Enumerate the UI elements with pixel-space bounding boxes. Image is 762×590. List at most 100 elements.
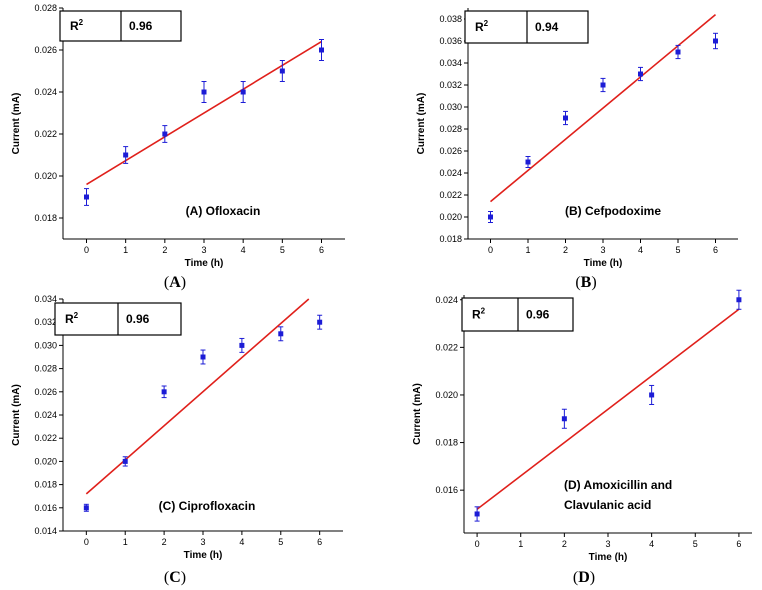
x-tick-label: 5: [675, 245, 680, 255]
y-tick-label: 0.018: [439, 234, 462, 244]
caption-open-paren: (: [164, 274, 169, 291]
r2-value: 0.96: [129, 19, 153, 33]
caption-close-paren: ): [590, 569, 595, 586]
x-tick-label: 5: [280, 245, 285, 255]
r2-superscript: 2: [481, 307, 486, 316]
data-point: [319, 47, 324, 53]
x-tick-label: 5: [693, 539, 698, 549]
r2-superscript: 2: [79, 18, 84, 27]
x-tick-label: 2: [162, 537, 167, 547]
data-point: [563, 115, 568, 121]
y-axis-label: Current (mA): [416, 93, 427, 155]
caption-open-paren: (: [164, 569, 169, 586]
x-tick-label: 3: [605, 539, 610, 549]
x-tick-label: 3: [200, 537, 205, 547]
y-tick-label: 0.022: [34, 129, 57, 139]
caption-letter: B: [581, 274, 592, 291]
x-tick-label: 5: [278, 537, 283, 547]
y-tick-label: 0.022: [439, 190, 462, 200]
x-tick-label: 0: [84, 245, 89, 255]
y-tick-label: 0.038: [439, 14, 462, 24]
caption-close-paren: ): [181, 274, 186, 291]
y-tick-label: 0.024: [34, 87, 57, 97]
caption-close-paren: ): [591, 274, 596, 291]
data-point: [200, 354, 206, 360]
panel-a: 0 1 2 3 4 5 6 0.018 0.020 0.022 0.024 0.026 0.028 Tim…: [11, 3, 345, 291]
x-tick-label: 4: [239, 537, 244, 547]
fit-line: [86, 40, 322, 186]
y-tick-label: 0.028: [34, 3, 57, 13]
data-point: [600, 82, 606, 88]
data-point: [279, 68, 285, 74]
y-tick-label: 0.024: [435, 295, 458, 305]
data-point: [638, 71, 643, 77]
y-tick-label: 0.024: [34, 410, 57, 420]
caption-letter: D: [578, 569, 590, 586]
x-tick-label: 1: [123, 537, 128, 547]
r2-value: 0.96: [526, 308, 550, 322]
data-point: [713, 38, 718, 44]
panel-caption: (C): [164, 569, 186, 586]
y-tick-label: 0.020: [34, 171, 57, 181]
x-tick-label: 3: [201, 245, 206, 255]
y-tick-label: 0.026: [439, 146, 462, 156]
caption-letter: A: [169, 274, 181, 291]
x-tick-label: 6: [736, 539, 741, 549]
r2-superscript: 2: [74, 311, 79, 320]
plot-label: Clavulanic acid: [564, 498, 651, 512]
caption-letter: C: [169, 569, 181, 586]
y-axis-label: Current (mA): [11, 384, 22, 446]
y-axis-label: Current (mA): [11, 93, 22, 155]
r2-value: 0.94: [535, 20, 559, 34]
x-tick-label: 2: [562, 539, 567, 549]
data-point: [649, 392, 655, 398]
x-tick-label: 2: [563, 245, 568, 255]
y-tick-label: 0.022: [435, 342, 458, 352]
data-point: [525, 159, 531, 165]
y-tick-label: 0.022: [34, 433, 57, 443]
y-axis-label: Current (mA): [412, 383, 423, 445]
y-tick-label: 0.026: [34, 45, 57, 55]
y-tick-label: 0.036: [439, 36, 462, 46]
panel-c: 0 1 2 3 4 5 6 0.014 0.016 0.018 0.020 0.022 0.024 0.0…: [11, 294, 343, 586]
r2-superscript: 2: [484, 19, 489, 28]
panel-b: 0 1 2 3 4 5 6 0.018 0.020 0.022 0.024 0.026 0.028 0.0…: [416, 8, 738, 291]
y-tick-label: 0.026: [34, 387, 57, 397]
data-point: [84, 194, 89, 200]
y-tick-label: 0.028: [439, 124, 462, 134]
data-point: [317, 319, 323, 325]
y-tick-label: 0.018: [435, 438, 458, 448]
plot-label: (D) Amoxicillin and: [564, 478, 672, 492]
x-axis-label: Time (h): [589, 552, 628, 563]
y-tick-label: 0.020: [34, 456, 57, 466]
y-tick-label: 0.034: [34, 294, 57, 304]
y-tick-label: 0.030: [34, 340, 57, 350]
data-point: [123, 152, 129, 158]
r2-value: 0.96: [126, 312, 150, 326]
x-tick-label: 2: [162, 245, 167, 255]
y-tick-label: 0.018: [34, 213, 57, 223]
panel-caption: (A): [164, 274, 186, 291]
x-tick-label: 6: [319, 245, 324, 255]
data-point: [122, 458, 128, 464]
plot-label: (A) Ofloxacin: [186, 204, 261, 218]
x-tick-label: 0: [475, 539, 480, 549]
x-tick-label: 6: [713, 245, 718, 255]
data-point: [162, 131, 168, 137]
y-tick-label: 0.032: [439, 80, 462, 90]
fit-line: [476, 308, 740, 510]
caption-open-paren: (: [575, 274, 580, 291]
y-tick-label: 0.014: [34, 526, 57, 536]
x-tick-label: 4: [241, 245, 246, 255]
x-tick-label: 0: [488, 245, 493, 255]
data-point: [561, 416, 567, 422]
panel-d: 0 1 2 3 4 5 6 0.016 0.018 0.020 0.022 0.024 Time (h)…: [412, 289, 752, 586]
data-point: [240, 89, 246, 95]
y-tick-label: 0.030: [439, 102, 462, 112]
x-tick-label: 1: [123, 245, 128, 255]
x-tick-label: 4: [649, 539, 654, 549]
data-point: [474, 511, 480, 517]
y-tick-label: 0.024: [439, 168, 462, 178]
panel-caption: (B): [575, 274, 596, 291]
